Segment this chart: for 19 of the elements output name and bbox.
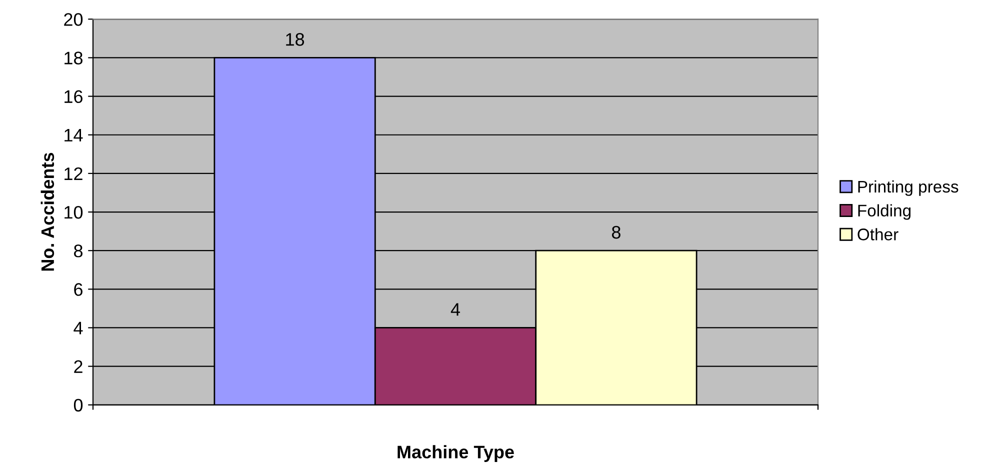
legend-label: Folding (858, 204, 911, 220)
y-tick-label: 16 (64, 90, 82, 104)
y-axis-title: No. Accidents (40, 152, 54, 271)
y-tick-label: 4 (74, 322, 83, 334)
y-tick-label: 20 (64, 13, 83, 26)
data-label: 8 (612, 226, 620, 239)
y-tick-label: 6 (74, 283, 82, 296)
y-tick-label: 18 (64, 52, 82, 64)
legend-label: Printing press (858, 180, 958, 196)
legend-label: Other (858, 228, 898, 240)
data-label: 4 (450, 303, 460, 316)
x-axis-title: Machine Type (398, 445, 514, 462)
y-tick-label: 2 (74, 360, 82, 373)
y-tick-label: 14 (64, 128, 83, 142)
data-label: 18 (286, 33, 304, 46)
y-tick-label: 12 (64, 167, 82, 180)
y-tick-label: 8 (74, 244, 82, 258)
y-tick-label: 10 (64, 206, 83, 219)
y-tick-label: 0 (74, 398, 83, 412)
